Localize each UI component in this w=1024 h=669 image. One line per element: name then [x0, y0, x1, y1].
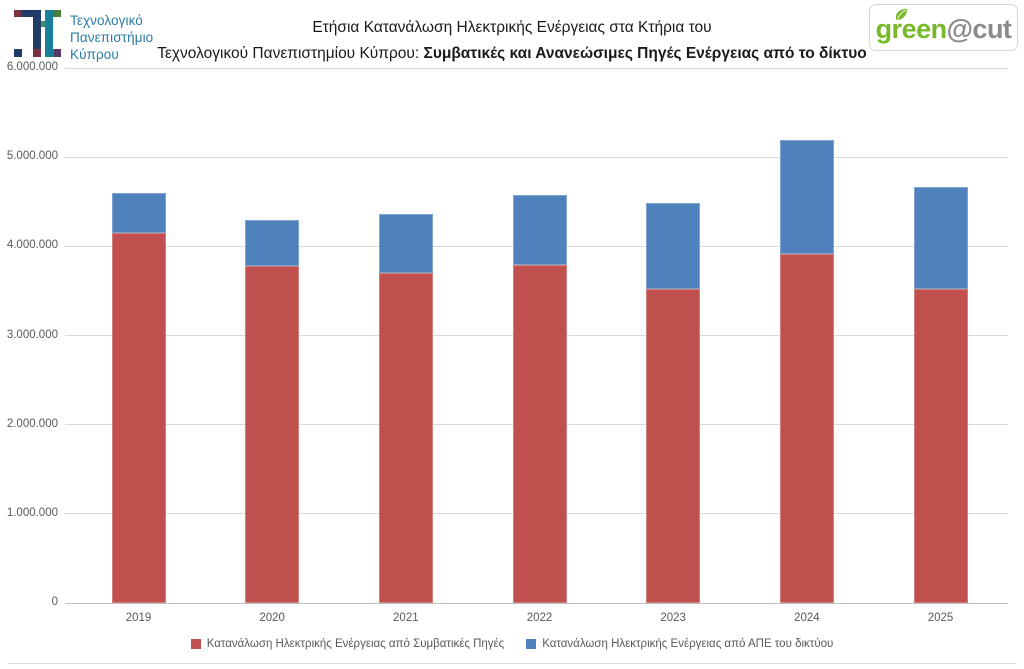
bar-segment-2022-res — [512, 194, 567, 266]
leaf-icon — [895, 9, 907, 21]
chart-title: Ετήσια Κατανάλωση Ηλεκτρικής Ενέργειας σ… — [142, 15, 882, 67]
bar-segment-2024-res — [779, 140, 834, 255]
bar-segment-2021-conventional — [378, 273, 433, 603]
gridline-6.000.000 — [65, 67, 1008, 69]
y-axis-label-5.000.000: 5.000.000 — [6, 150, 58, 163]
bar-segment-2023-conventional — [646, 289, 701, 603]
legend-swatch-res — [526, 639, 537, 649]
gridline-0 — [65, 602, 1008, 604]
legend-item-res: Κατανάλωση Ηλεκτρικής Ενέργειας από ΑΠΕ … — [526, 638, 833, 650]
bar-segment-2023-res — [646, 202, 701, 290]
bar-segment-2020-conventional — [245, 265, 300, 603]
greencut-logo: green@cut — [869, 4, 1018, 51]
x-axis-label-2022: 2022 — [526, 612, 553, 624]
bar-segment-2022-conventional — [512, 265, 567, 603]
university-name-line3: Κύπρου — [70, 47, 119, 62]
university-name: Τεχνολογικό Πανεπιστήμιο Κύπρου — [70, 10, 153, 63]
legend-item-conventional: Κατανάλωση Ηλεκτρικής Ενέργειας από Συμβ… — [190, 638, 505, 650]
bar-segment-2019-res — [111, 192, 166, 233]
legend-swatch-conventional — [190, 639, 201, 649]
legend-label-conventional: Κατανάλωση Ηλεκτρικής Ενέργειας από Συμβ… — [206, 638, 505, 650]
greencut-green-text: green — [875, 14, 948, 44]
chart-title-line1: Ετήσια Κατανάλωση Ηλεκτρικής Ενέργειας σ… — [312, 19, 712, 36]
y-axis-label-1.000.000: 1.000.000 — [6, 506, 58, 519]
chart-legend: Κατανάλωση Ηλεκτρικής Ενέργειας από Συμβ… — [0, 638, 1024, 650]
x-axis-label-2021: 2021 — [393, 612, 419, 624]
x-axis-label-2023: 2023 — [660, 612, 686, 624]
x-axis-label-2019: 2019 — [125, 612, 152, 624]
bar-segment-2025-conventional — [913, 289, 968, 603]
y-axis-label-2.000.000: 2.000.000 — [6, 417, 58, 430]
university-logo: Τεχνολογικό Πανεπιστήμιο Κύπρου — [14, 10, 153, 63]
bar-segment-2025-res — [913, 186, 968, 290]
x-axis-label-2025: 2025 — [927, 612, 954, 624]
bar-segment-2024-conventional — [779, 254, 834, 603]
y-axis-label-0: 0 — [51, 596, 58, 608]
chart-title-line2-bold: Συμβατικές και Ανανεώσιμες Πηγές Ενέργει… — [423, 45, 867, 62]
x-axis-label-2020: 2020 — [259, 612, 285, 624]
y-axis-label-3.000.000: 3.000.000 — [6, 328, 58, 341]
university-name-line2: Πανεπιστήμιο — [70, 30, 154, 45]
y-axis-label-6.000.000: 6.000.000 — [6, 61, 58, 73]
greencut-wordmark: green@cut — [876, 16, 1012, 43]
legend-label-res: Κατανάλωση Ηλεκτρικής Ενέργειας από ΑΠΕ … — [542, 638, 834, 650]
university-name-line1: Τεχνολογικό — [70, 13, 143, 28]
bar-segment-2020-res — [245, 220, 300, 266]
x-axis-label-2024: 2024 — [794, 612, 820, 624]
bar-segment-2019-conventional — [111, 232, 166, 603]
chart-title-line2: Τεχνολογικού Πανεπιστημίου Κύπρου: Συμβα… — [142, 41, 882, 67]
cut-logo-mark — [14, 10, 61, 57]
gridline-5.000.000 — [65, 156, 1008, 158]
bar-segment-2021-res — [378, 214, 433, 274]
y-axis-label-4.000.000: 4.000.000 — [6, 239, 58, 252]
greencut-gray-text: @cut — [946, 14, 1012, 44]
chart-title-line2-normal: Τεχνολογικού Πανεπιστημίου Κύπρου: — [157, 45, 424, 62]
chart-frame-bottom-border — [8, 663, 1016, 664]
